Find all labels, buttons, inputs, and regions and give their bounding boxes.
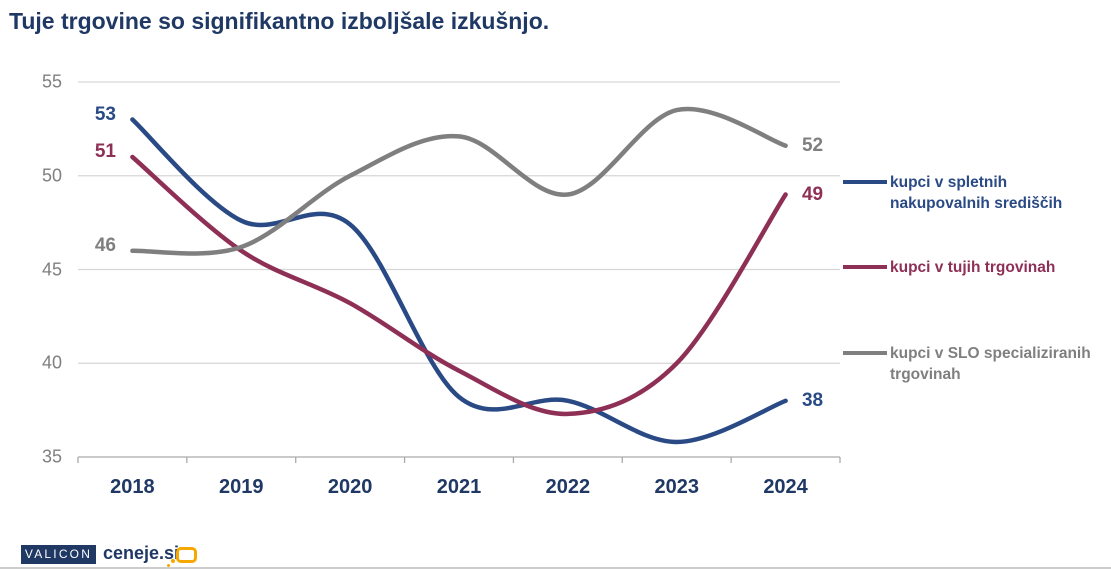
- legend-label-line: kupci v SLO specializiranih: [890, 345, 1091, 362]
- legend-item: kupci v tujih trgovinah: [843, 257, 1093, 278]
- legend-label-line: kupci v tujih trgovinah: [890, 259, 1056, 276]
- data-label: 38: [801, 389, 824, 411]
- valicon-logo: VALICON: [21, 545, 96, 564]
- legend-line-swatch: [843, 351, 887, 355]
- series-line: [130, 117, 788, 445]
- ceneje-tag-dot-icon: [167, 564, 170, 567]
- legend-label: kupci v SLO specializiranih trgovinah: [890, 343, 1093, 385]
- data-label: 51: [94, 141, 116, 162]
- x-axis-tick-label: 2020: [327, 476, 373, 498]
- y-axis-tick-label: 40: [41, 352, 62, 373]
- legend-label-line: trgovinah: [890, 366, 961, 383]
- legend-line-swatch: [843, 265, 887, 269]
- bottom-divider: [0, 567, 1111, 569]
- data-label: 52: [801, 134, 824, 156]
- data-label: 49: [801, 183, 824, 205]
- legend-label: kupci v spletnih nakupovalnih središčih: [890, 172, 1093, 214]
- ceneje-tag-icon: [176, 547, 197, 563]
- x-axis-tick-label: 2024: [763, 476, 808, 498]
- x-axis-tick-label: 2018: [110, 476, 155, 498]
- ceneje-logo-text: ceneje.si: [103, 543, 180, 563]
- series-line: [130, 106, 788, 256]
- legend-item: kupci v spletnih nakupovalnih središčih: [843, 172, 1093, 214]
- legend-label-line: nakupovalnih središčih: [890, 195, 1063, 212]
- chart-plot-area: [77, 81, 841, 463]
- x-axis-tick-label: 2021: [436, 476, 482, 498]
- data-label: 46: [94, 234, 116, 256]
- y-axis-tick-label: 55: [41, 71, 62, 92]
- ceneje-tag-dot-icon: [171, 559, 175, 563]
- legend-item: kupci v SLO specializiranih trgovinah: [843, 343, 1093, 385]
- page-title: Tuje trgovine so signifikantno izboljšal…: [9, 8, 550, 34]
- data-label: 53: [94, 103, 116, 125]
- legend-label: kupci v tujih trgovinah: [890, 257, 1093, 278]
- legend-label-line: kupci v spletnih: [890, 174, 1008, 191]
- x-axis-tick-label: 2022: [545, 476, 591, 498]
- y-axis-tick-label: 45: [41, 259, 62, 279]
- y-axis-tick-label: 35: [41, 446, 62, 467]
- x-axis-tick-label: 2023: [654, 476, 699, 498]
- y-axis-tick-label: 50: [41, 165, 62, 186]
- x-axis-tick-label: 2019: [219, 476, 264, 498]
- series-line: [130, 154, 788, 417]
- legend-line-swatch: [843, 180, 887, 184]
